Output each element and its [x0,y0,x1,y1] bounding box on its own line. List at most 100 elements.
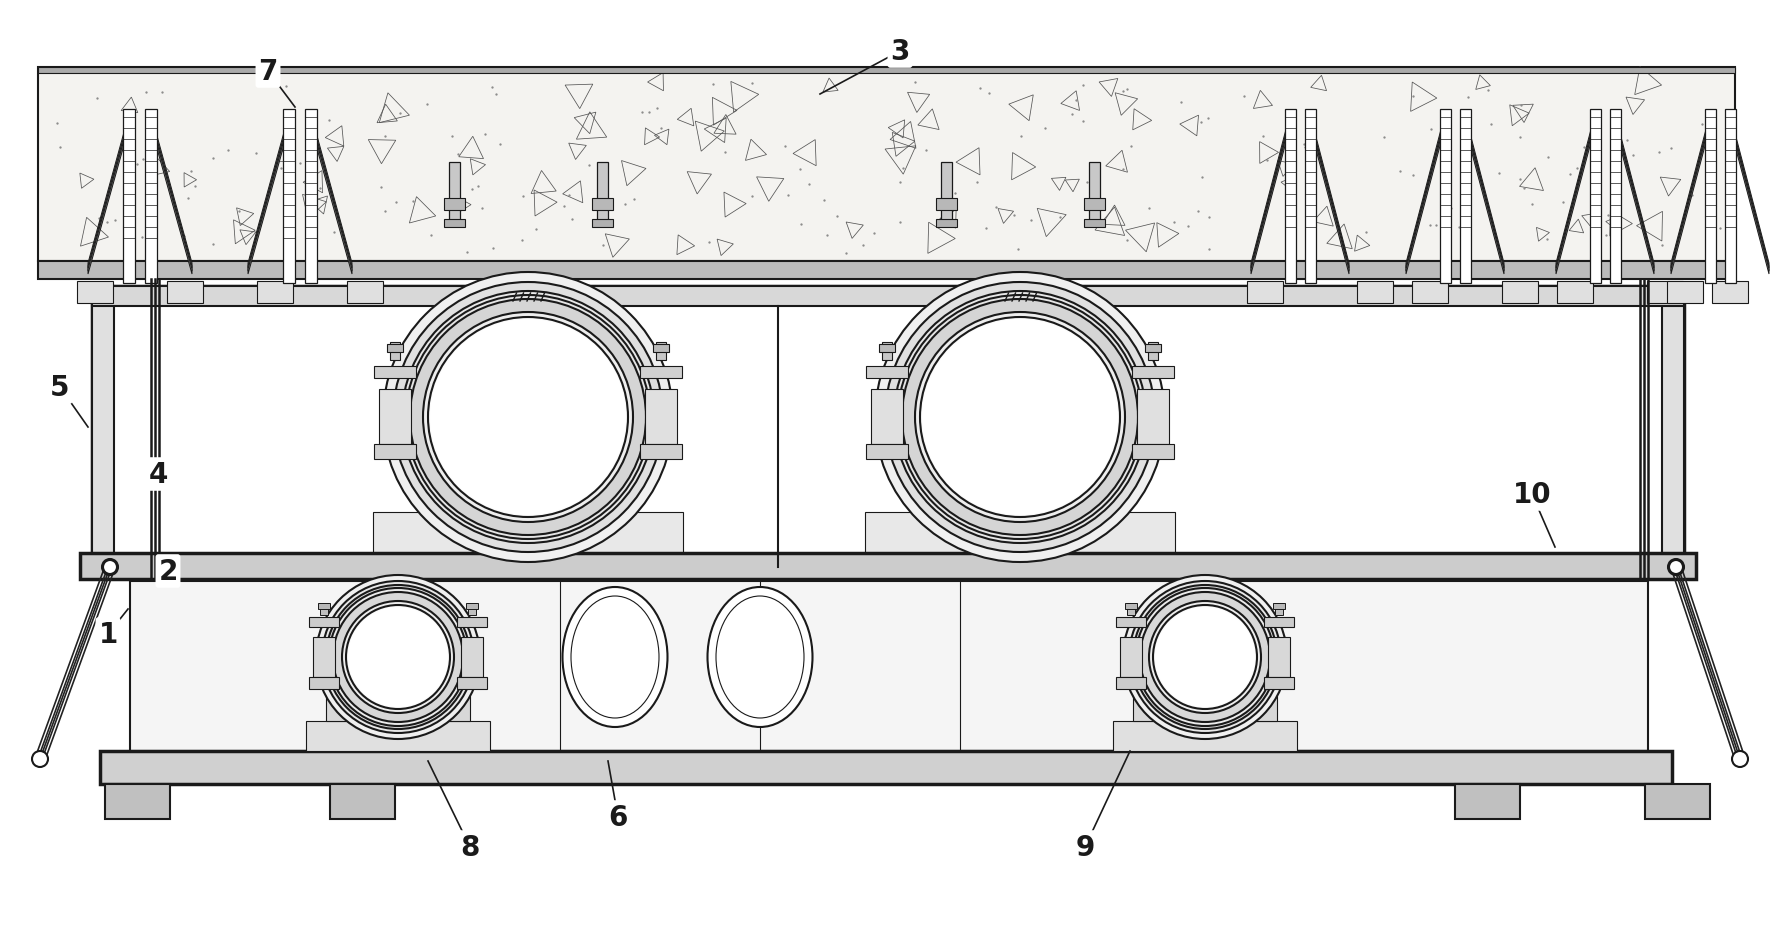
Polygon shape [1251,123,1290,275]
Circle shape [393,283,663,552]
Text: 7: 7 [259,58,278,86]
Polygon shape [89,123,129,275]
Bar [656,343,666,361]
Bar [379,389,411,445]
Bar [438,478,618,512]
Text: 3: 3 [890,38,909,66]
Polygon shape [1405,123,1444,275]
Bar [1132,696,1278,722]
Bar [1285,109,1295,284]
Circle shape [875,272,1164,563]
Bar [1247,282,1283,304]
Circle shape [323,582,473,733]
Bar [1138,389,1170,445]
Bar [872,389,904,445]
Bar [1272,604,1285,609]
Bar [321,604,328,615]
Bar [326,696,470,722]
Circle shape [898,296,1141,540]
Bar [882,343,891,361]
Bar [92,287,1683,307]
Bar [330,784,395,819]
Circle shape [920,318,1120,518]
Circle shape [1731,751,1747,767]
Circle shape [342,602,454,713]
Bar [960,447,1079,478]
Bar [1127,604,1136,615]
Ellipse shape [571,596,659,718]
Bar [105,784,170,819]
Polygon shape [1405,119,1444,271]
Bar [122,109,135,284]
Bar [468,604,477,615]
Bar [1611,109,1621,284]
Polygon shape [1465,119,1504,271]
Bar [1263,617,1294,627]
Circle shape [1129,582,1281,733]
Polygon shape [1671,115,1710,268]
Circle shape [326,585,470,729]
Circle shape [902,300,1138,535]
Bar [1712,282,1747,304]
Bar [92,287,1683,567]
Bar [1503,282,1538,304]
Bar [99,751,1673,784]
Bar [443,199,464,210]
Polygon shape [1310,119,1348,271]
Polygon shape [1729,119,1768,271]
Bar [1644,784,1710,819]
Circle shape [900,298,1139,538]
Polygon shape [1310,123,1348,275]
Circle shape [1669,561,1683,574]
Bar [1646,282,1683,304]
Bar [1269,637,1290,677]
Circle shape [32,751,48,767]
Text: 2: 2 [158,558,177,585]
Bar [443,220,464,228]
Bar [865,512,1175,567]
Circle shape [895,291,1146,544]
Bar [1662,287,1683,567]
Bar [597,163,608,223]
Polygon shape [248,115,289,268]
Circle shape [1132,585,1278,729]
Bar [461,637,484,677]
Bar [941,163,952,223]
Polygon shape [1556,115,1595,268]
Polygon shape [1251,115,1290,268]
Polygon shape [151,115,191,268]
Ellipse shape [707,587,813,727]
Bar [1455,784,1520,819]
Circle shape [1155,607,1255,707]
Bar [80,553,1696,580]
Bar [1589,109,1600,284]
Bar [374,367,416,379]
Polygon shape [248,123,289,275]
Bar [913,454,918,460]
Bar [1263,677,1294,689]
Bar [1116,617,1146,627]
Circle shape [315,575,480,739]
Text: 5: 5 [50,373,69,402]
Polygon shape [1614,115,1653,268]
Circle shape [347,607,448,707]
Bar [1090,163,1100,223]
Polygon shape [89,115,129,268]
Polygon shape [1671,119,1710,271]
Bar [1132,367,1175,379]
Circle shape [429,318,627,518]
Ellipse shape [562,587,668,727]
Bar [1412,282,1448,304]
Circle shape [431,320,626,515]
Circle shape [1136,588,1274,726]
Bar [1276,604,1283,615]
Bar [1667,282,1703,304]
Polygon shape [1556,123,1595,275]
Bar [867,367,907,379]
Polygon shape [1405,115,1444,268]
Bar [372,512,682,567]
Bar [930,478,1109,512]
Polygon shape [1614,119,1653,271]
Bar [1357,282,1393,304]
Text: 10: 10 [1513,481,1550,508]
